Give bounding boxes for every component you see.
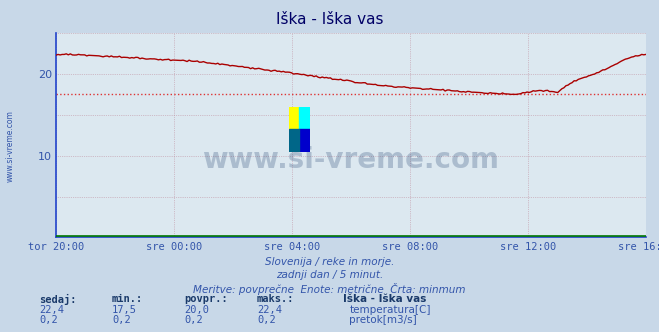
Text: 0,2: 0,2 bbox=[40, 315, 58, 325]
Text: 17,5: 17,5 bbox=[112, 305, 137, 315]
Text: pretok[m3/s]: pretok[m3/s] bbox=[349, 315, 417, 325]
Text: 0,2: 0,2 bbox=[185, 315, 203, 325]
Text: Meritve: povprečne  Enote: metrične  Črta: minmum: Meritve: povprečne Enote: metrične Črta:… bbox=[193, 283, 466, 294]
Text: 20,0: 20,0 bbox=[185, 305, 210, 315]
Text: sedaj:: sedaj: bbox=[40, 294, 77, 305]
Text: Iška - Iška vas: Iška - Iška vas bbox=[343, 294, 426, 304]
Bar bbox=[299, 129, 310, 152]
Text: 0,2: 0,2 bbox=[257, 315, 275, 325]
Text: temperatura[C]: temperatura[C] bbox=[349, 305, 431, 315]
Text: maks.:: maks.: bbox=[257, 294, 295, 304]
Bar bbox=[299, 107, 310, 129]
Text: min.:: min.: bbox=[112, 294, 143, 304]
Text: zadnji dan / 5 minut.: zadnji dan / 5 minut. bbox=[276, 270, 383, 280]
Text: 22,4: 22,4 bbox=[40, 305, 65, 315]
Text: Iška - Iška vas: Iška - Iška vas bbox=[275, 12, 384, 27]
Bar bbox=[289, 129, 299, 152]
Bar bbox=[289, 107, 299, 129]
Text: Slovenija / reke in morje.: Slovenija / reke in morje. bbox=[265, 257, 394, 267]
Text: www.si-vreme.com: www.si-vreme.com bbox=[202, 146, 500, 174]
Text: 0,2: 0,2 bbox=[112, 315, 130, 325]
Text: povpr.:: povpr.: bbox=[185, 294, 228, 304]
Text: www.si-vreme.com: www.si-vreme.com bbox=[5, 110, 14, 182]
Text: 22,4: 22,4 bbox=[257, 305, 282, 315]
